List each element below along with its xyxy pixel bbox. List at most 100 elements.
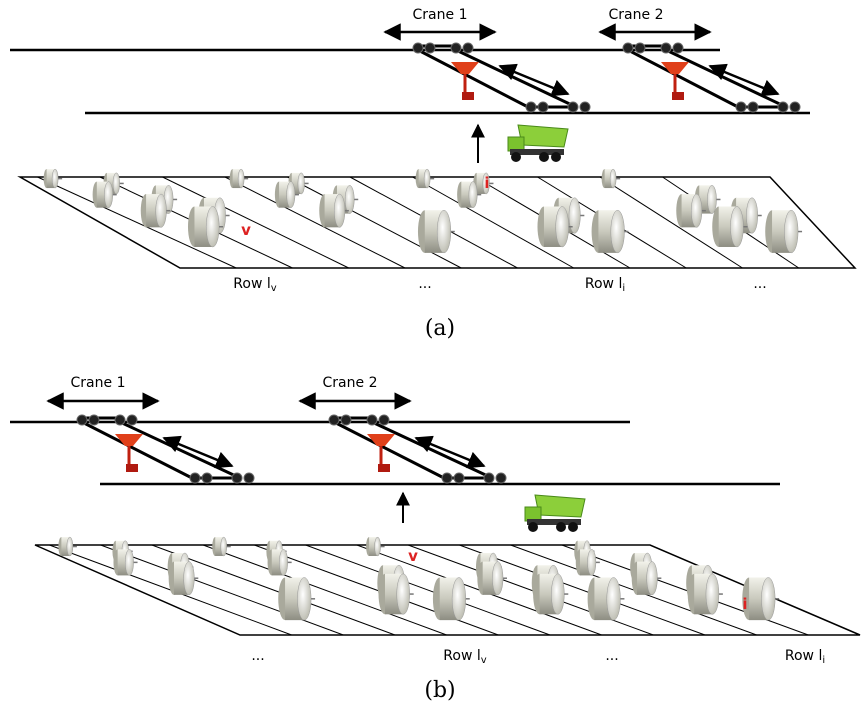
coil-face bbox=[424, 169, 430, 188]
truck-wheel bbox=[539, 152, 549, 162]
coil-face bbox=[469, 182, 477, 208]
coil-face bbox=[610, 169, 616, 188]
coil-face bbox=[647, 562, 658, 595]
crane-wheel bbox=[454, 473, 464, 483]
coil-face bbox=[238, 169, 244, 188]
coil-face bbox=[104, 182, 112, 208]
crane-wheel bbox=[244, 473, 254, 483]
row-label: ... bbox=[605, 648, 618, 664]
coil-face bbox=[397, 574, 410, 614]
coil-label: i bbox=[742, 595, 747, 613]
crane-wheel bbox=[673, 43, 683, 53]
crane-arrow bbox=[164, 438, 232, 466]
row-line bbox=[306, 545, 550, 635]
crane-wheel bbox=[526, 102, 536, 112]
crane-wheel bbox=[127, 415, 137, 425]
coil-face bbox=[452, 577, 466, 620]
crane-wheel bbox=[463, 43, 473, 53]
coil-face bbox=[287, 182, 295, 208]
crane-wheel bbox=[635, 43, 645, 53]
crane-wheel bbox=[736, 102, 746, 112]
crane-wheel bbox=[580, 102, 590, 112]
coil-face bbox=[691, 194, 702, 227]
crane-wheel bbox=[484, 473, 494, 483]
coil-face bbox=[784, 210, 798, 253]
coil-label: v bbox=[408, 547, 418, 565]
coil-face bbox=[334, 194, 345, 227]
crane-label: Crane 2 bbox=[323, 375, 378, 391]
truck-wheel bbox=[556, 522, 566, 532]
coil-face bbox=[707, 185, 716, 213]
coil-face bbox=[156, 194, 167, 227]
truck-wheel bbox=[568, 522, 578, 532]
truck-cab bbox=[525, 507, 541, 521]
row-label: ... bbox=[251, 648, 264, 664]
coil-face bbox=[730, 206, 743, 246]
crane-wheel bbox=[77, 415, 87, 425]
caption: (a) bbox=[425, 316, 455, 341]
crane-wheel bbox=[623, 43, 633, 53]
row-label-text: Row l bbox=[785, 648, 822, 664]
crane-wheel bbox=[190, 473, 200, 483]
coil-face bbox=[706, 574, 719, 614]
row-label-text: ... bbox=[418, 276, 431, 292]
crane-wheel bbox=[367, 415, 377, 425]
crane-label: Crane 1 bbox=[413, 7, 468, 23]
row-label-text: ... bbox=[753, 276, 766, 292]
coil-face bbox=[297, 577, 311, 620]
coil-face bbox=[746, 198, 757, 233]
row-label: Row li bbox=[585, 276, 625, 294]
coil-label: i bbox=[484, 174, 489, 192]
row-label: Row li bbox=[785, 648, 825, 666]
row-label-text: ... bbox=[605, 648, 618, 664]
coil-face bbox=[588, 549, 596, 575]
row-label-text: Row l bbox=[443, 648, 480, 664]
row-label-sub: v bbox=[481, 655, 487, 666]
caption: (b) bbox=[424, 678, 455, 703]
coil-face bbox=[551, 574, 564, 614]
crane-wheel bbox=[425, 43, 435, 53]
crane-wheel bbox=[790, 102, 800, 112]
coil-face bbox=[125, 549, 133, 575]
crane-wheel bbox=[115, 415, 125, 425]
crane-wheel bbox=[568, 102, 578, 112]
crane-arrow bbox=[500, 66, 568, 94]
row-label: ... bbox=[753, 276, 766, 292]
row-label-sub: v bbox=[271, 283, 277, 294]
coil-face bbox=[569, 198, 580, 233]
row-label-text: Row l bbox=[585, 276, 622, 292]
row-label: Row lv bbox=[233, 276, 276, 294]
row-label: Row lv bbox=[443, 648, 486, 666]
crane-wheel bbox=[341, 415, 351, 425]
row-label-text: Row l bbox=[233, 276, 270, 292]
coil-face bbox=[375, 537, 381, 556]
coil-face bbox=[437, 210, 451, 253]
crane-grab bbox=[672, 92, 684, 100]
truck-wheel bbox=[511, 152, 521, 162]
crane-arrow bbox=[416, 438, 484, 466]
coil-face bbox=[67, 537, 73, 556]
truck-cab bbox=[508, 137, 524, 151]
row-label-sub: i bbox=[622, 283, 625, 294]
row-label: ... bbox=[418, 276, 431, 292]
coil-face bbox=[607, 577, 621, 620]
crane-wheel bbox=[451, 43, 461, 53]
crane-wheel bbox=[329, 415, 339, 425]
crane-wheel bbox=[496, 473, 506, 483]
coil-face bbox=[492, 562, 503, 595]
coil-face bbox=[345, 185, 354, 213]
crane-grab bbox=[462, 92, 474, 100]
truck-wheel bbox=[551, 152, 561, 162]
crane-wheel bbox=[442, 473, 452, 483]
coil-face bbox=[611, 210, 625, 253]
crane-wheel bbox=[379, 415, 389, 425]
coil-face bbox=[184, 562, 195, 595]
coil-face bbox=[221, 537, 227, 556]
coil-face bbox=[279, 549, 287, 575]
crane-wheel bbox=[202, 473, 212, 483]
crane-wheel bbox=[89, 415, 99, 425]
coil-face bbox=[761, 577, 775, 620]
coil-face bbox=[298, 173, 305, 194]
row-line bbox=[225, 177, 405, 268]
